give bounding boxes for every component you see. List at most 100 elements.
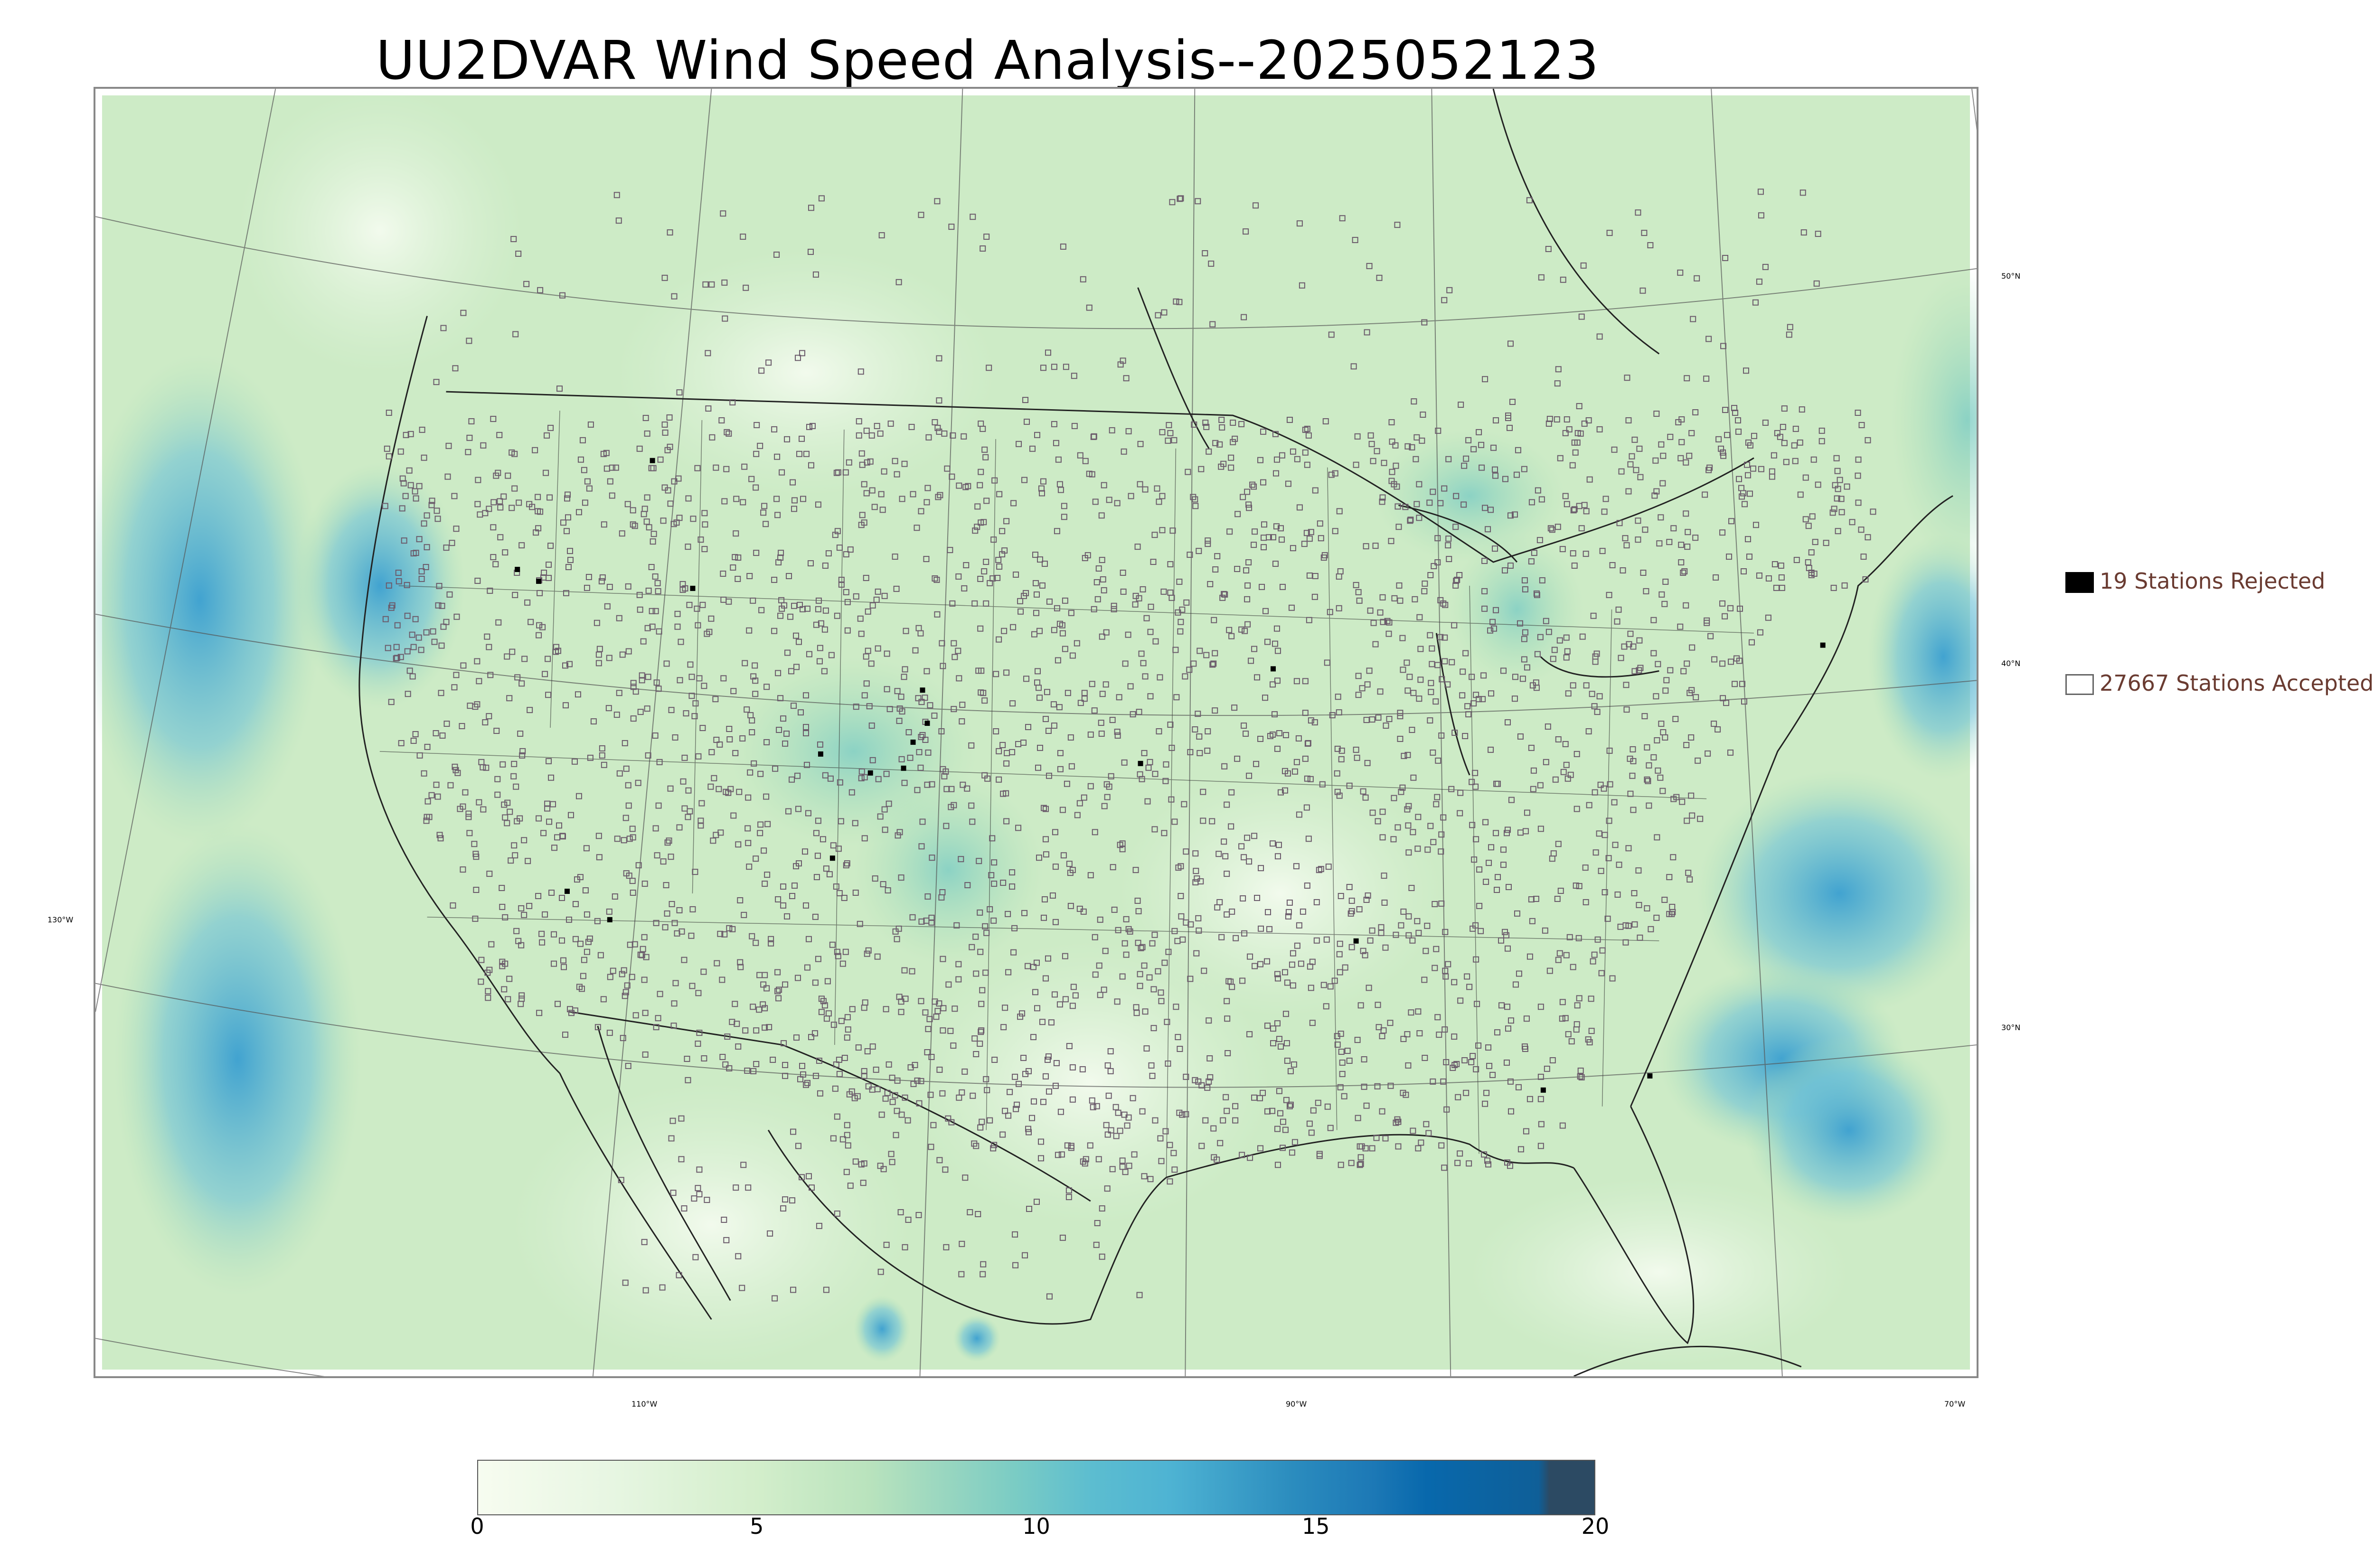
accepted-station [1159, 527, 1166, 534]
accepted-station [1336, 951, 1343, 958]
accepted-station [1017, 1014, 1024, 1020]
accepted-station [1101, 803, 1108, 809]
accepted-station [1399, 635, 1406, 641]
accepted-station [730, 564, 736, 571]
accepted-station [1087, 732, 1094, 738]
accepted-station [1626, 641, 1632, 648]
accepted-station [835, 845, 842, 852]
accepted-station [1248, 657, 1254, 664]
accepted-station [1504, 1059, 1510, 1066]
accepted-station [1157, 674, 1163, 681]
accepted-station [905, 1216, 912, 1223]
accepted-station [1432, 901, 1438, 907]
accepted-station [421, 520, 427, 527]
accepted-station [845, 1142, 851, 1149]
accepted-station [1757, 188, 1764, 195]
accepted-station [1605, 855, 1612, 862]
accepted-station [1289, 1149, 1295, 1156]
accepted-station [1818, 427, 1825, 434]
accepted-station [501, 801, 508, 808]
accepted-station [1338, 756, 1345, 762]
accepted-station [612, 893, 618, 900]
accepted-station [539, 939, 546, 946]
accepted-station [961, 433, 967, 440]
accepted-station [1069, 652, 1076, 659]
accepted-station [944, 465, 951, 472]
rejected-station [829, 855, 835, 861]
accepted-station [551, 931, 557, 938]
accepted-station [767, 1230, 773, 1237]
accepted-station [424, 798, 431, 805]
accepted-station [1049, 892, 1056, 899]
accepted-station [817, 741, 823, 748]
accepted-station [386, 410, 392, 416]
accepted-station [465, 449, 471, 455]
accepted-station [1277, 789, 1284, 796]
wind-field-blob [1867, 534, 1977, 780]
accepted-station [1449, 659, 1455, 666]
accepted-station [780, 883, 787, 890]
accepted-station [824, 978, 831, 985]
lon-130-line [95, 89, 276, 1012]
accepted-station [818, 1009, 825, 1015]
accepted-station [1591, 951, 1598, 958]
accepted-station [656, 759, 663, 765]
accepted-station [1036, 556, 1043, 563]
accepted-station [777, 612, 784, 619]
accepted-station [1661, 896, 1668, 903]
accepted-station [535, 893, 542, 899]
accepted-station [519, 748, 526, 754]
accepted-station [801, 848, 808, 855]
accepted-station [1396, 582, 1403, 589]
accepted-station [1571, 506, 1578, 513]
accepted-station [1457, 789, 1464, 796]
accepted-station [999, 528, 1006, 535]
accepted-station [873, 596, 880, 603]
accepted-station [565, 564, 572, 571]
accepted-station [1724, 432, 1731, 438]
accepted-station [1200, 789, 1206, 795]
accepted-station [581, 957, 587, 963]
accepted-station [1290, 950, 1296, 957]
accepted-station [802, 724, 809, 731]
accepted-station [1445, 961, 1451, 967]
accepted-station [1744, 472, 1751, 479]
accepted-station [1563, 761, 1570, 768]
accepted-station [1182, 673, 1188, 680]
accepted-station [1507, 1078, 1514, 1085]
accepted-station [1386, 716, 1393, 723]
accepted-station [1576, 403, 1583, 410]
accepted-station [1482, 376, 1488, 383]
accepted-station [1029, 445, 1036, 452]
rejected-station [910, 739, 916, 745]
accepted-station [670, 1190, 677, 1196]
accepted-station [407, 431, 414, 437]
accepted-station [1246, 772, 1253, 779]
accepted-station [1636, 667, 1642, 674]
accepted-station [1178, 619, 1184, 625]
accepted-station [1354, 1037, 1361, 1043]
accepted-station [1274, 745, 1281, 752]
accepted-station [1224, 998, 1230, 1005]
accepted-station [1560, 276, 1566, 283]
accepted-station [1439, 676, 1445, 683]
accepted-station [667, 785, 674, 792]
accepted-station [917, 764, 924, 771]
accepted-station [1386, 619, 1393, 626]
accepted-station [883, 1241, 890, 1248]
accepted-station [750, 597, 756, 604]
accepted-station [1498, 937, 1505, 944]
accepted-station [599, 752, 605, 759]
accepted-station [433, 730, 439, 736]
accepted-station [714, 960, 720, 967]
accepted-station [1087, 1142, 1093, 1149]
accepted-station [799, 435, 805, 442]
accepted-station [1302, 678, 1309, 685]
accepted-station [1739, 681, 1745, 687]
accepted-station [1337, 969, 1343, 976]
accepted-station [977, 948, 984, 955]
accepted-station [1009, 869, 1016, 876]
accepted-station [1025, 1126, 1032, 1132]
wind-speed-map[interactable] [94, 87, 1978, 1378]
accepted-station [983, 234, 990, 240]
